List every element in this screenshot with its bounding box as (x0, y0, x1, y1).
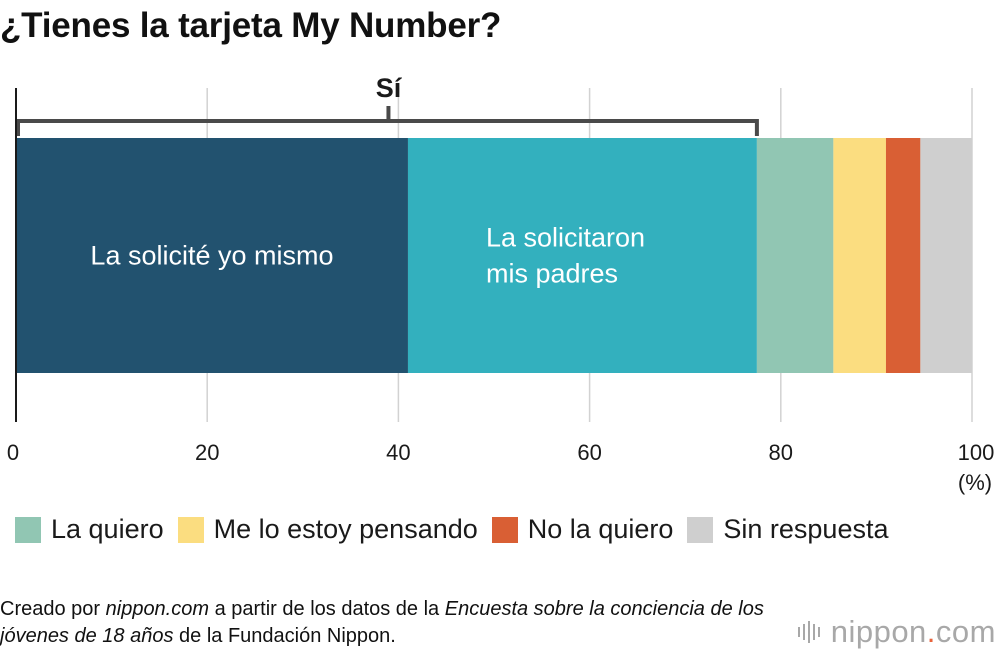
tick-label: 80 (769, 440, 793, 465)
logo-name: nippon (830, 614, 927, 649)
tick-label: 20 (195, 440, 219, 465)
bar-segment (16, 138, 408, 373)
bar-segment (885, 138, 921, 373)
bar-segments: La solicité yo mismo La solicitaron mis pa… (16, 138, 972, 373)
legend-label: Sin respuesta (723, 514, 889, 544)
stacked-bar-chart: La solicité yo mismo La solicitaron mis pa… (7, 73, 994, 495)
bar-segment (407, 138, 757, 373)
source-survey: Encuesta sobre la conciencia de los jóve… (0, 598, 764, 647)
legend-label: No la quiero (527, 514, 674, 544)
si-bracket: Sí (16, 73, 759, 136)
legend-item-sin-respuesta: Sin respuesta (687, 514, 888, 545)
tick-label: 60 (577, 440, 601, 465)
legend-item-me-lo-estoy-pensando: Me lo estoy pensando (177, 514, 478, 545)
sound-bars-icon (797, 621, 823, 643)
legend-label: La quiero (51, 514, 164, 544)
bracket-line (16, 119, 759, 136)
logo-dot: . (926, 614, 936, 649)
legend-swatch (177, 516, 204, 543)
source-suffix: de la Fundación Nippon. (173, 625, 396, 647)
legend-item-no-la-quiero: No la quiero (491, 514, 674, 545)
logo-tld: com (935, 614, 996, 649)
segment-label: mis padres (486, 259, 618, 289)
x-axis: 0 20 40 60 80 100 (7, 88, 994, 465)
nippon-logo: nippon. com (797, 614, 996, 650)
source-site: nippon.com (105, 598, 210, 620)
bar-segment (920, 138, 972, 373)
tick-label: 0 (7, 440, 19, 465)
legend-swatch (15, 516, 41, 543)
tick-label: 100 (958, 440, 995, 465)
legend-swatch (687, 516, 714, 543)
source-prefix: Creado por (0, 598, 106, 620)
legend-label: Me lo estoy pensando (213, 514, 478, 544)
bar-segment (756, 138, 834, 373)
tick-label: 40 (386, 440, 410, 465)
legend-item-la-quiero: La quiero (15, 514, 164, 545)
axis-unit-label: (%) (958, 470, 992, 495)
legend: La quiero Me lo estoy pensando No la qui… (15, 514, 888, 545)
segment-label: La solicitaron (486, 223, 645, 253)
bar-segment (833, 138, 886, 373)
legend-swatch (491, 516, 518, 543)
bracket-label: Sí (376, 73, 403, 103)
segment-label: La solicité yo mismo (90, 241, 333, 271)
source-middle: a partir de los datos de la (209, 598, 445, 620)
chart-title: ¿Tienes la tarjeta My Number? (0, 6, 502, 45)
source-note: Creado por nippon.com a partir de los da… (0, 596, 780, 650)
